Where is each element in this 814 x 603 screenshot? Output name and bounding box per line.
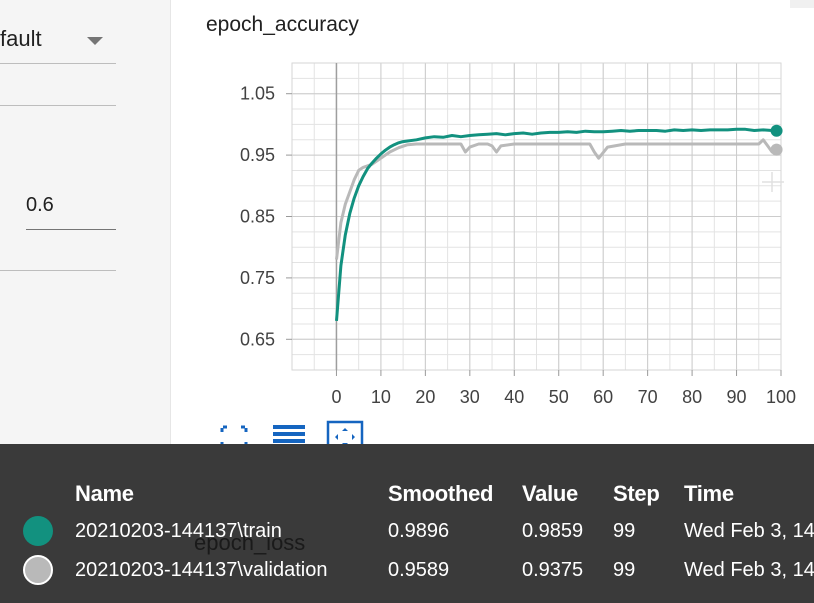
- x-tick-label: 20: [415, 387, 435, 407]
- next-chart-title: epoch_loss: [194, 530, 306, 555]
- series-line: [335, 138, 778, 260]
- chart-title: epoch_accuracy: [206, 13, 359, 36]
- dropdown-underline: [0, 63, 116, 64]
- y-tick-label: 0.75: [240, 268, 275, 288]
- x-tick-label: 30: [460, 387, 480, 407]
- card-edge: [790, 0, 814, 8]
- col-header-smoothed: Smoothed: [388, 481, 494, 506]
- accuracy-chart[interactable]: 0 10 20 30 40 50 60 70 80 90 100 1.05 0.95 0.85 0.75 0.…: [0, 0, 814, 440]
- divider: [0, 105, 116, 106]
- divider: [0, 270, 116, 271]
- y-tick-label: 1.05: [240, 84, 275, 104]
- y-tick-label: 0.95: [240, 145, 275, 165]
- run-time: Wed Feb 3, 14: [684, 559, 814, 581]
- x-tick-label: 60: [593, 387, 613, 407]
- series-end-point: [770, 143, 783, 156]
- col-header-step: Step: [613, 481, 660, 506]
- run-name: 20210203-144137\train: [75, 520, 282, 542]
- y-tick-label: 0.85: [240, 207, 275, 227]
- x-tick-label: 80: [682, 387, 702, 407]
- series-line: [335, 127, 777, 322]
- col-header-value: Value: [522, 481, 578, 506]
- chevron-down-icon: [87, 37, 103, 45]
- y-tick-label: 0.65: [240, 329, 275, 349]
- run-color-dot: [23, 516, 53, 546]
- run-value: 0.9859: [522, 520, 584, 542]
- x-tick-label: 40: [504, 387, 524, 407]
- smoothing-value: 0.6: [26, 194, 54, 216]
- col-header-name: Name: [75, 481, 134, 506]
- run-step: 99: [613, 520, 636, 542]
- col-header-time: Time: [684, 481, 734, 506]
- run-selector-dropdown[interactable]: fault: [0, 20, 116, 64]
- run-smoothed: 0.9589: [388, 559, 450, 581]
- x-tick-label: 10: [371, 387, 391, 407]
- tooltip-panel: [0, 444, 814, 603]
- x-tick-label: 0: [331, 387, 341, 407]
- run-time: Wed Feb 3, 14: [684, 520, 814, 542]
- x-tick-label: 90: [727, 387, 747, 407]
- x-tick-label: 100: [766, 387, 796, 407]
- crosshair-icon: [762, 172, 784, 192]
- x-tick-label: 70: [638, 387, 658, 407]
- run-smoothed: 0.9896: [388, 520, 450, 542]
- dropdown-value: fault: [0, 26, 42, 51]
- run-value: 0.9375: [522, 559, 584, 581]
- series-raw-line: [335, 138, 778, 260]
- series-raw-line: [335, 128, 777, 321]
- x-tick-label: 50: [549, 387, 569, 407]
- series-end-point: [770, 124, 783, 137]
- run-step: 99: [613, 559, 636, 581]
- run-color-dot: [23, 555, 53, 585]
- run-name: 20210203-144137\validation: [75, 559, 328, 581]
- smoothing-input[interactable]: 0.6: [26, 192, 116, 230]
